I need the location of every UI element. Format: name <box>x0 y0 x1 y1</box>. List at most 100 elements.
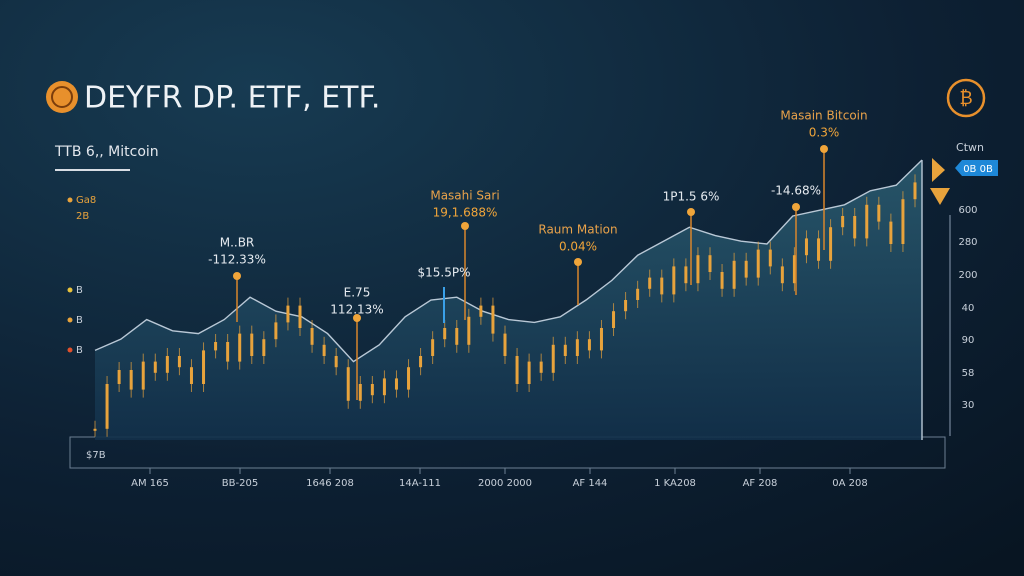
candle <box>877 204 881 222</box>
annotation-text: 112.13% <box>330 303 383 317</box>
candle <box>322 344 326 356</box>
candle <box>624 300 628 312</box>
candle <box>587 339 591 351</box>
candle <box>407 367 411 390</box>
candle <box>599 328 603 351</box>
annotation-pin <box>461 222 469 230</box>
right-axis-label: 200 <box>958 270 977 281</box>
candle <box>539 361 543 373</box>
candle <box>913 182 917 200</box>
candle <box>780 266 784 284</box>
candle <box>93 428 97 431</box>
area-fill <box>95 160 922 440</box>
candle <box>286 305 290 323</box>
candle <box>177 356 181 368</box>
right-tag: 0B 0B <box>963 164 993 175</box>
candle <box>431 339 435 356</box>
candle <box>467 316 471 345</box>
candle <box>817 238 821 261</box>
candle <box>443 328 447 340</box>
candle <box>298 305 302 328</box>
annotation-pin <box>233 272 241 280</box>
x-axis-label: AF 208 <box>743 478 778 489</box>
annotation-text: 0.04% <box>559 240 597 254</box>
candle <box>117 370 121 384</box>
candle <box>250 333 254 356</box>
right-axis-label: 30 <box>962 400 975 411</box>
candle <box>684 266 688 284</box>
candle <box>515 356 519 384</box>
candle <box>527 361 531 384</box>
annotation-pin <box>353 314 361 322</box>
candle <box>165 356 169 373</box>
candle <box>792 255 796 284</box>
annotation-pin <box>792 203 800 211</box>
annotation-pin <box>820 145 828 153</box>
candle <box>129 370 133 390</box>
right-axis-label: 40 <box>962 303 975 314</box>
candle <box>708 255 712 272</box>
candle <box>889 221 893 244</box>
right-axis-label: 90 <box>962 335 975 346</box>
annotation-pin <box>574 258 582 266</box>
right-tag-bg <box>955 160 998 176</box>
x-axis-label: 2000 2000 <box>478 478 532 489</box>
candle <box>853 216 857 239</box>
candle <box>189 367 193 384</box>
left-axis-label: $7B <box>86 450 106 461</box>
candle <box>612 311 616 328</box>
x-axis-label: AF 144 <box>573 478 608 489</box>
candle <box>382 378 386 396</box>
annotation-text: 19,1.688% <box>433 206 498 220</box>
left-axis-label: B <box>76 285 83 296</box>
logo-icon <box>46 81 78 113</box>
bitcoin-symbol: ₿ <box>959 88 972 109</box>
annotation-text: Masahi Sari <box>430 189 499 203</box>
candle <box>455 328 459 345</box>
candle <box>563 344 567 356</box>
candle <box>503 333 507 356</box>
right-axis-label: 600 <box>958 205 977 216</box>
chart-subtitle: TTB 6,, Mitcoin <box>54 144 159 160</box>
candle <box>672 266 676 295</box>
candle <box>648 277 652 289</box>
candle <box>419 356 423 368</box>
chart-title: DEYFR DP. ETF, ETF. <box>84 81 380 116</box>
annotation-text: E.75 <box>344 286 371 300</box>
left-label-dot <box>67 197 73 203</box>
area-line <box>94 159 923 363</box>
candle <box>334 356 338 368</box>
candle <box>829 227 833 261</box>
arrow-down <box>930 188 950 205</box>
annotation-text: -14.68% <box>771 184 821 198</box>
candle <box>226 342 230 362</box>
candle <box>720 272 724 289</box>
candle <box>901 199 905 244</box>
left-label-dot <box>67 287 73 293</box>
bitcoin-icon <box>946 78 986 118</box>
right-axis-label: 280 <box>958 237 977 248</box>
candle <box>358 384 362 401</box>
logo-ring <box>51 86 73 108</box>
candle <box>274 322 278 340</box>
left-axis-label: B <box>76 345 83 356</box>
candle <box>804 238 808 256</box>
annotation-text: Masain Bitcoin <box>780 109 867 123</box>
candle <box>238 333 242 362</box>
candle <box>310 328 314 345</box>
candle <box>346 367 350 401</box>
candle <box>105 384 109 429</box>
candle <box>202 350 206 384</box>
x-axis-label: 1 KA208 <box>654 478 696 489</box>
candle <box>732 260 736 289</box>
candle <box>394 378 398 390</box>
x-axis-label: 1646 208 <box>306 478 354 489</box>
candle <box>756 249 760 278</box>
candle <box>768 249 772 267</box>
left-axis-label: Ga8 <box>76 195 96 206</box>
arrow-up <box>932 158 945 182</box>
candle <box>841 216 845 228</box>
candle <box>479 305 483 317</box>
annotation-text: M..BR <box>220 236 255 250</box>
candle <box>660 277 664 295</box>
